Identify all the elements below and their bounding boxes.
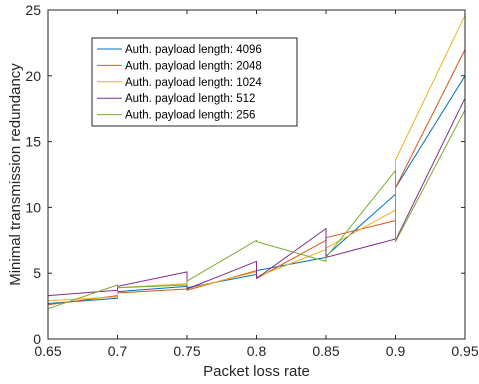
y-tick-label: 25 bbox=[25, 2, 41, 18]
series-line-4 bbox=[47, 29, 466, 310]
y-axis-label: Minimal transmission redundancy bbox=[7, 63, 24, 286]
series-layer bbox=[47, 14, 466, 310]
ticks-layer: 0.65 0.7 0.75 0.8 0.85 0.9 0.95 0 5 10 15 20 25 bbox=[25, 2, 478, 359]
x-tick-label: 0.8 bbox=[247, 343, 267, 359]
x-tick-label: 0.95 bbox=[451, 343, 478, 359]
legend-entry-label: Auth. payload length: 2048 bbox=[125, 60, 262, 72]
y-tick-label: 20 bbox=[25, 68, 41, 84]
series-line-3 bbox=[47, 97, 466, 297]
x-axis-label: Packet loss rate bbox=[203, 363, 310, 380]
y-tick-label: 0 bbox=[33, 331, 41, 347]
x-tick-label: 0.7 bbox=[108, 343, 128, 359]
legend-entry-label: Auth. payload length: 4096 bbox=[125, 44, 262, 56]
y-tick-label: 15 bbox=[25, 134, 41, 150]
legend-entry-label: Auth. payload length: 1024 bbox=[125, 77, 262, 89]
y-tick-label: 10 bbox=[25, 199, 41, 215]
legend: Auth. payload length: 4096 Auth. payload … bbox=[91, 37, 298, 127]
x-tick-label: 0.65 bbox=[34, 343, 61, 359]
legend-entry-label: Auth. payload length: 512 bbox=[125, 93, 255, 105]
legend-box bbox=[91, 37, 298, 127]
x-tick-label: 0.85 bbox=[312, 343, 339, 359]
x-tick-label: 0.9 bbox=[386, 343, 406, 359]
x-tick-label: 0.75 bbox=[173, 343, 200, 359]
y-tick-label: 5 bbox=[33, 265, 41, 281]
legend-entry-label: Auth. payload length: 256 bbox=[125, 110, 255, 122]
